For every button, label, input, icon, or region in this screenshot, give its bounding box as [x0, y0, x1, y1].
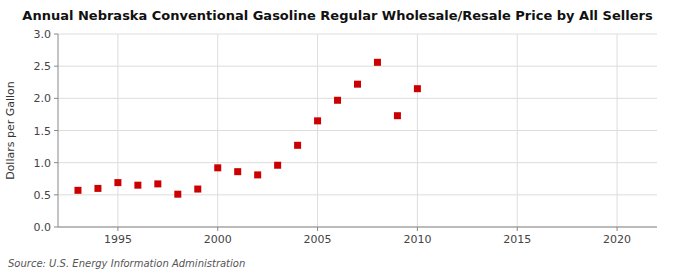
grid-line	[58, 227, 657, 228]
point	[214, 164, 221, 171]
point	[374, 59, 381, 66]
tick	[54, 34, 58, 35]
grid-line	[58, 130, 657, 131]
tick	[54, 227, 58, 228]
tick	[54, 98, 58, 99]
tick	[517, 227, 518, 231]
point	[174, 191, 181, 198]
title: Annual Nebraska Conventional Gasoline Re…	[22, 8, 653, 23]
tick	[217, 227, 218, 231]
point	[114, 179, 121, 186]
grid-line	[117, 34, 118, 227]
tick	[54, 162, 58, 163]
y-axis-label: Dollars per Gallon	[4, 81, 17, 180]
tick	[54, 66, 58, 67]
x-axis-line	[58, 227, 657, 228]
point	[414, 85, 421, 92]
grid-line	[617, 34, 618, 227]
point	[94, 185, 101, 192]
tick-label: 2010	[403, 233, 431, 246]
tick-label: 2.5	[34, 60, 52, 73]
grid-line	[217, 34, 218, 227]
tick	[417, 227, 418, 231]
tick-label: 2.0	[34, 92, 52, 105]
grid-line	[417, 34, 418, 227]
point	[134, 182, 141, 189]
grid-line	[517, 34, 518, 227]
grid-line	[58, 194, 657, 195]
tick-label: 2005	[304, 233, 332, 246]
tick	[54, 130, 58, 131]
point	[154, 180, 161, 187]
point	[274, 162, 281, 169]
tick-label: 0.0	[34, 221, 52, 234]
point	[234, 168, 241, 175]
grid-line	[317, 34, 318, 227]
tick-label: 3.0	[34, 28, 52, 41]
grid-line	[58, 34, 657, 35]
point	[394, 112, 401, 119]
point	[334, 97, 341, 104]
grid	[58, 34, 657, 227]
grid-line	[58, 66, 657, 67]
tick-label: 1.0	[34, 157, 52, 170]
tick	[54, 194, 58, 195]
y-axis-line	[58, 34, 59, 227]
tick-label: 2000	[204, 233, 232, 246]
point	[354, 81, 361, 88]
point	[74, 187, 81, 194]
source-note: Source: U.S. Energy Information Administ…	[8, 258, 245, 269]
point	[194, 186, 201, 193]
axes: 0.0 0.5 1.0 1.5 2.0 2.5 3.0 1995 2000 2005 2010 201…	[34, 28, 658, 246]
tick-label: 2020	[603, 233, 631, 246]
tick-label: 1.5	[34, 125, 52, 138]
tick-label: 0.5	[34, 189, 52, 202]
tick	[117, 227, 118, 231]
point	[294, 142, 301, 149]
chart-container: 0.0 0.5 1.0 1.5 2.0 2.5 3.0 1995 2000 2005 2010 201…	[0, 0, 675, 275]
grid-line	[58, 162, 657, 163]
tick	[317, 227, 318, 231]
tick-label: 2015	[503, 233, 531, 246]
tick-label: 1995	[104, 233, 132, 246]
point	[254, 171, 261, 178]
tick	[617, 227, 618, 231]
grid-line	[58, 98, 657, 99]
point	[314, 117, 321, 124]
points	[74, 59, 420, 198]
chart: 0.0 0.5 1.0 1.5 2.0 2.5 3.0 1995 2000 2005 2010 201…	[0, 0, 675, 275]
